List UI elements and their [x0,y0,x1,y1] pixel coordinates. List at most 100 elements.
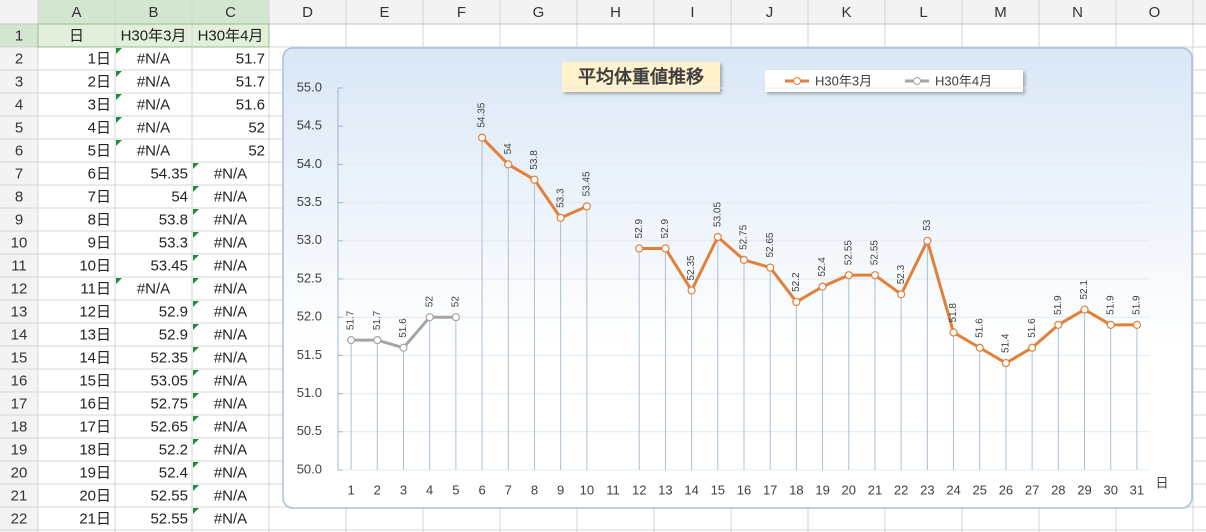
data-label: 51.6 [974,318,985,338]
cell: 52.2 [159,441,188,458]
marker [923,236,932,245]
cell: #N/A [214,487,247,504]
row-header: 6 [15,142,23,159]
row-header: 5 [15,119,23,136]
x-tick-label: 28 [1051,482,1065,497]
row-header: 3 [15,73,23,90]
x-tick-label: 5 [452,482,459,497]
cell: 53.3 [159,234,188,251]
x-tick-label: 6 [478,482,485,497]
error-indicator [193,416,199,422]
cell: 11日 [80,280,111,297]
x-tick-label: 8 [531,482,538,497]
marker [687,286,696,295]
cell: #N/A [214,510,247,527]
y-tick-label: 51.5 [297,347,322,362]
x-tick-label: 20 [842,482,856,497]
data-label: 51.9 [1132,295,1143,315]
cell: H30年3月 [121,27,187,44]
row-header: 22 [11,510,28,527]
x-tick-label: 4 [426,482,433,497]
marker [425,313,434,322]
row-header: 16 [11,372,28,389]
cell: 51.6 [236,96,265,113]
cell: 53.45 [150,257,188,274]
cell: #N/A [137,96,170,113]
legend-label: H30年4月 [935,73,992,88]
data-label: 52.75 [739,224,750,249]
marker [713,232,722,242]
y-tick-label: 53.5 [297,194,322,209]
title-box [562,62,720,92]
error-indicator [193,278,199,284]
selected-column-headers [38,0,269,24]
cell: 21日 [79,510,111,527]
marker [739,255,749,264]
cell: #N/A [137,142,170,159]
column-header: G [533,4,545,21]
data-label: 51.7 [346,310,357,330]
marker [818,282,827,291]
marker [504,160,513,169]
x-tick-label: 16 [737,482,751,497]
y-tick-label: 54.5 [297,118,322,133]
marker [1001,358,1011,368]
error-indicator [116,140,122,146]
row-header: 21 [11,487,28,504]
marker [1080,305,1089,314]
chart-title: 平均体重値推移 [578,66,704,87]
x-tick-label: 22 [894,482,908,497]
x-tick-label: 21 [868,482,882,497]
row-header: 10 [11,234,28,251]
x-tick-label: 29 [1077,482,1091,497]
cell: 51.7 [236,73,265,90]
cell: #N/A [214,418,247,435]
row-header: 14 [11,326,28,343]
row-header: 18 [11,418,28,435]
marker [897,290,906,299]
row-header: 17 [11,395,28,412]
data-label: 54 [503,143,514,155]
cell: 4日 [88,119,111,136]
chart-area[interactable] [282,47,1193,509]
row-header: 7 [15,165,23,182]
cell: 52.75 [150,395,188,412]
cell: 53.05 [150,372,188,389]
row-header: 11 [11,257,27,274]
x-tick-label: 11 [606,482,620,497]
x-tick-label: 14 [684,482,698,497]
error-indicator [193,393,199,399]
cell: 2日 [88,73,111,90]
data-label: 52.1 [1079,280,1090,300]
cell: H30年4月 [198,27,264,44]
cell-border [37,23,270,48]
cell: 15日 [79,372,111,389]
error-indicator [193,485,199,491]
y-tick-label: 52.5 [297,270,322,285]
cell: 52.55 [150,487,188,504]
x-tick-label: 30 [1103,482,1117,497]
row-header: 15 [11,349,28,366]
marker [373,336,382,345]
data-label: 52.55 [870,240,881,265]
data-label: 51.7 [372,310,383,330]
data-label: 52.9 [634,219,645,239]
cell: #N/A [214,280,247,297]
cell: 5日 [88,142,111,159]
x-tick-label: 15 [711,482,725,497]
selected-row-header [0,24,38,47]
row-header: 1 [15,27,23,44]
data-label: 52.4 [817,257,828,277]
cell: 51.7 [236,50,265,67]
cell: 14日 [79,349,111,366]
cell: 52 [248,119,265,136]
x-tick-label: 17 [763,482,777,497]
x-tick-label: 1 [347,482,354,497]
cell: #N/A [214,349,247,366]
marker [1106,320,1115,329]
cell: 1日 [88,50,111,67]
cell: #N/A [214,165,247,182]
column-header: F [457,4,466,21]
cell: 53.8 [159,211,188,228]
cell: #N/A [214,464,247,481]
